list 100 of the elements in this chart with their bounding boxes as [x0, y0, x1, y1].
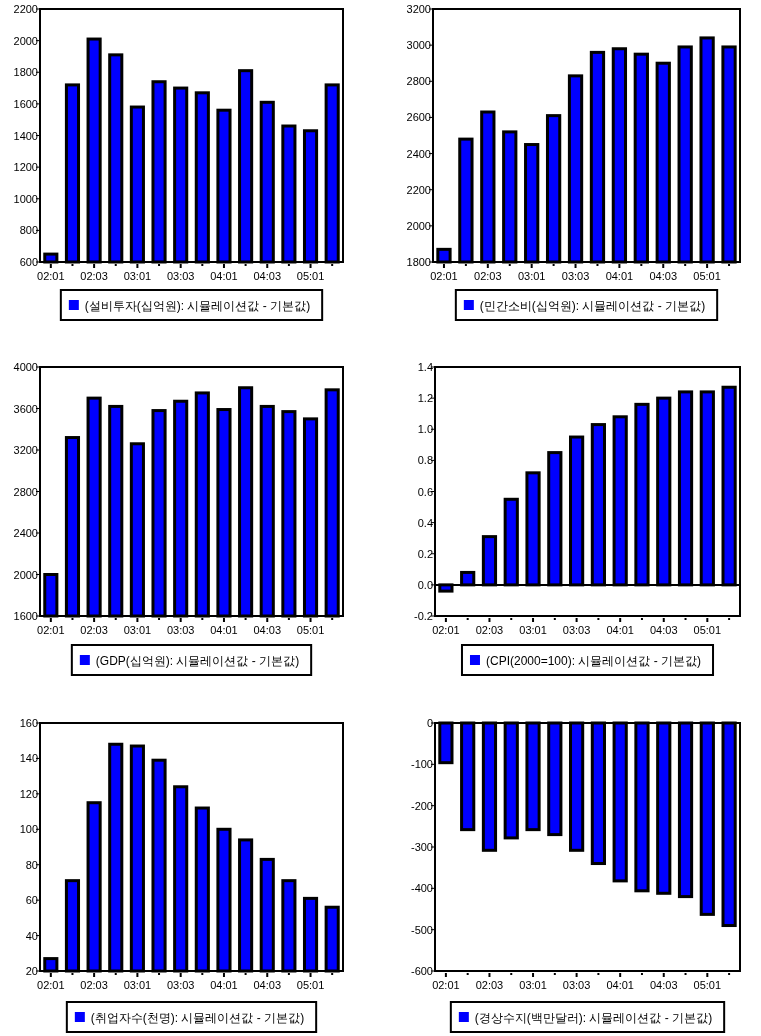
x-tick-label: 03:03: [562, 979, 591, 991]
y-tick-label: 60: [25, 894, 38, 907]
x-tick-label: 02:03: [475, 979, 504, 991]
y-tick-label: 4000: [13, 361, 38, 373]
x-tick-label: 03:01: [123, 979, 152, 991]
y-tick-label: -600: [410, 965, 433, 977]
y-tick-label: 2000: [13, 568, 38, 581]
x-tick-label: 05:01: [296, 979, 325, 991]
x-tick-label: 02:03: [80, 270, 108, 282]
x-tick-label: 05:01: [296, 270, 325, 282]
y-tick-label: 0.2: [417, 547, 433, 560]
y-tick-label: 3600: [13, 402, 38, 415]
x-tick-label: 05:01: [296, 624, 325, 636]
y-tick-label: 140: [19, 752, 38, 765]
y-tick-label: 3000: [406, 39, 431, 52]
x-tick-label: 02:01: [430, 270, 458, 282]
legend: (CPI(2000=100): 시뮬레이션값 - 기본값): [461, 644, 714, 676]
x-tick-label: 05:01: [693, 979, 722, 991]
y-tick-label: 1.0: [417, 423, 433, 436]
y-tick-label: 2400: [406, 147, 431, 160]
legend-label: (취업자수(천명): 시뮬레이션값 - 기본값): [90, 1011, 305, 1025]
x-tick-label: 02:01: [37, 979, 65, 991]
y-tick-label: 2800: [406, 75, 431, 88]
legend-label: (설비투자(십억원): 시뮬레이션값 - 기본값): [84, 299, 311, 313]
y-tick-label: 1800: [13, 66, 38, 79]
x-tick-label: 03:03: [166, 624, 195, 636]
y-tick-label: 100: [19, 823, 38, 836]
y-tick-label: 600: [19, 256, 38, 268]
y-tick-label: 0: [426, 717, 433, 729]
x-tick-label: 03:03: [562, 624, 591, 636]
y-tick-label: 1000: [13, 192, 38, 205]
x-tick-label: 02:01: [432, 979, 460, 991]
x-tick-label: 04:03: [253, 624, 282, 636]
x-tick-label: 03:03: [166, 270, 195, 282]
y-tick-label: 40: [25, 929, 38, 942]
legend: (GDP(십억원): 시뮬레이션값 - 기본값): [70, 644, 313, 676]
y-tick-label: -400: [410, 882, 433, 895]
y-tick-label: 80: [25, 858, 38, 871]
x-tick-label: 05:01: [693, 624, 722, 636]
x-tick-label: 03:01: [517, 270, 546, 282]
x-tick-label: 02:01: [37, 624, 65, 636]
x-tick-label: 04:01: [606, 979, 634, 991]
x-tick-label: 03:01: [519, 979, 547, 991]
y-tick-label: 1.2: [417, 392, 433, 405]
legend-label: (경상수지(백만달러): 시뮬레이션값 - 기본값): [474, 1011, 713, 1025]
x-tick-label: 03:03: [166, 979, 195, 991]
x-tick-label: 04:03: [649, 624, 678, 636]
y-tick-label: 800: [19, 224, 38, 237]
y-tick-label: -300: [410, 841, 433, 853]
x-tick-label: 04:01: [210, 624, 238, 636]
legend-label: (민간소비(십억원): 시뮬레이션값 - 기본값): [479, 299, 706, 313]
y-tick-label: 0.4: [417, 516, 433, 529]
y-tick-label: 0.8: [417, 454, 433, 467]
y-tick-label: 160: [19, 717, 38, 729]
x-tick-label: 04:01: [210, 270, 238, 282]
x-tick-label: 03:01: [123, 624, 152, 636]
y-tick-label: 2400: [13, 527, 38, 539]
y-tick-label: -500: [410, 923, 433, 936]
x-tick-label: 04:03: [649, 979, 678, 991]
y-tick-label: 1200: [13, 161, 38, 174]
legend: (취업자수(천명): 시뮬레이션값 - 기본값): [65, 1001, 318, 1033]
x-tick-label: 02:01: [37, 270, 65, 282]
y-tick-label: 2000: [13, 34, 38, 47]
x-tick-label: 03:01: [123, 270, 152, 282]
y-tick-label: 1600: [13, 97, 38, 110]
y-tick-label: 1800: [406, 256, 431, 268]
x-tick-label: 05:01: [693, 270, 721, 282]
x-tick-label: 02:03: [80, 624, 108, 636]
y-tick-label: -100: [410, 758, 433, 771]
x-tick-label: 04:03: [253, 979, 282, 991]
x-tick-label: 04:01: [606, 624, 634, 636]
y-tick-label: 120: [19, 787, 38, 800]
x-tick-label: 03:01: [519, 624, 547, 636]
y-tick-label: 3200: [13, 444, 38, 456]
y-tick-label: -200: [410, 799, 433, 812]
x-tick-label: 02:03: [80, 979, 108, 991]
x-tick-label: 04:01: [210, 979, 238, 991]
x-tick-label: 02:03: [474, 270, 502, 282]
y-tick-label: 20: [25, 965, 38, 977]
legend-label: (CPI(2000=100): 시뮬레이션값 - 기본값): [485, 654, 702, 668]
y-tick-label: 1600: [13, 610, 38, 622]
y-tick-label: 0.6: [417, 485, 433, 498]
x-tick-label: 03:03: [561, 270, 590, 282]
y-tick-label: 2200: [13, 3, 38, 15]
legend-label: (GDP(십억원): 시뮬레이션값 - 기본값): [95, 654, 300, 668]
y-tick-label: 1400: [13, 129, 38, 142]
x-tick-label: 02:03: [475, 624, 504, 636]
y-tick-label: 2600: [406, 111, 431, 124]
y-tick-label: 1.4: [417, 361, 433, 373]
legend: (설비투자(십억원): 시뮬레이션값 - 기본값): [59, 289, 324, 321]
y-tick-label: 3200: [406, 3, 431, 15]
y-tick-label: 2200: [406, 183, 431, 196]
x-tick-label: 04:03: [253, 270, 282, 282]
x-tick-label: 02:01: [432, 624, 460, 636]
y-tick-label: -0.2: [414, 610, 433, 622]
legend: (경상수지(백만달러): 시뮬레이션값 - 기본값): [449, 1001, 726, 1033]
y-tick-label: 2000: [406, 219, 431, 232]
y-tick-label: 2800: [13, 485, 38, 498]
legend: (민간소비(십억원): 시뮬레이션값 - 기본값): [454, 289, 719, 321]
x-tick-label: 04:03: [649, 270, 678, 282]
